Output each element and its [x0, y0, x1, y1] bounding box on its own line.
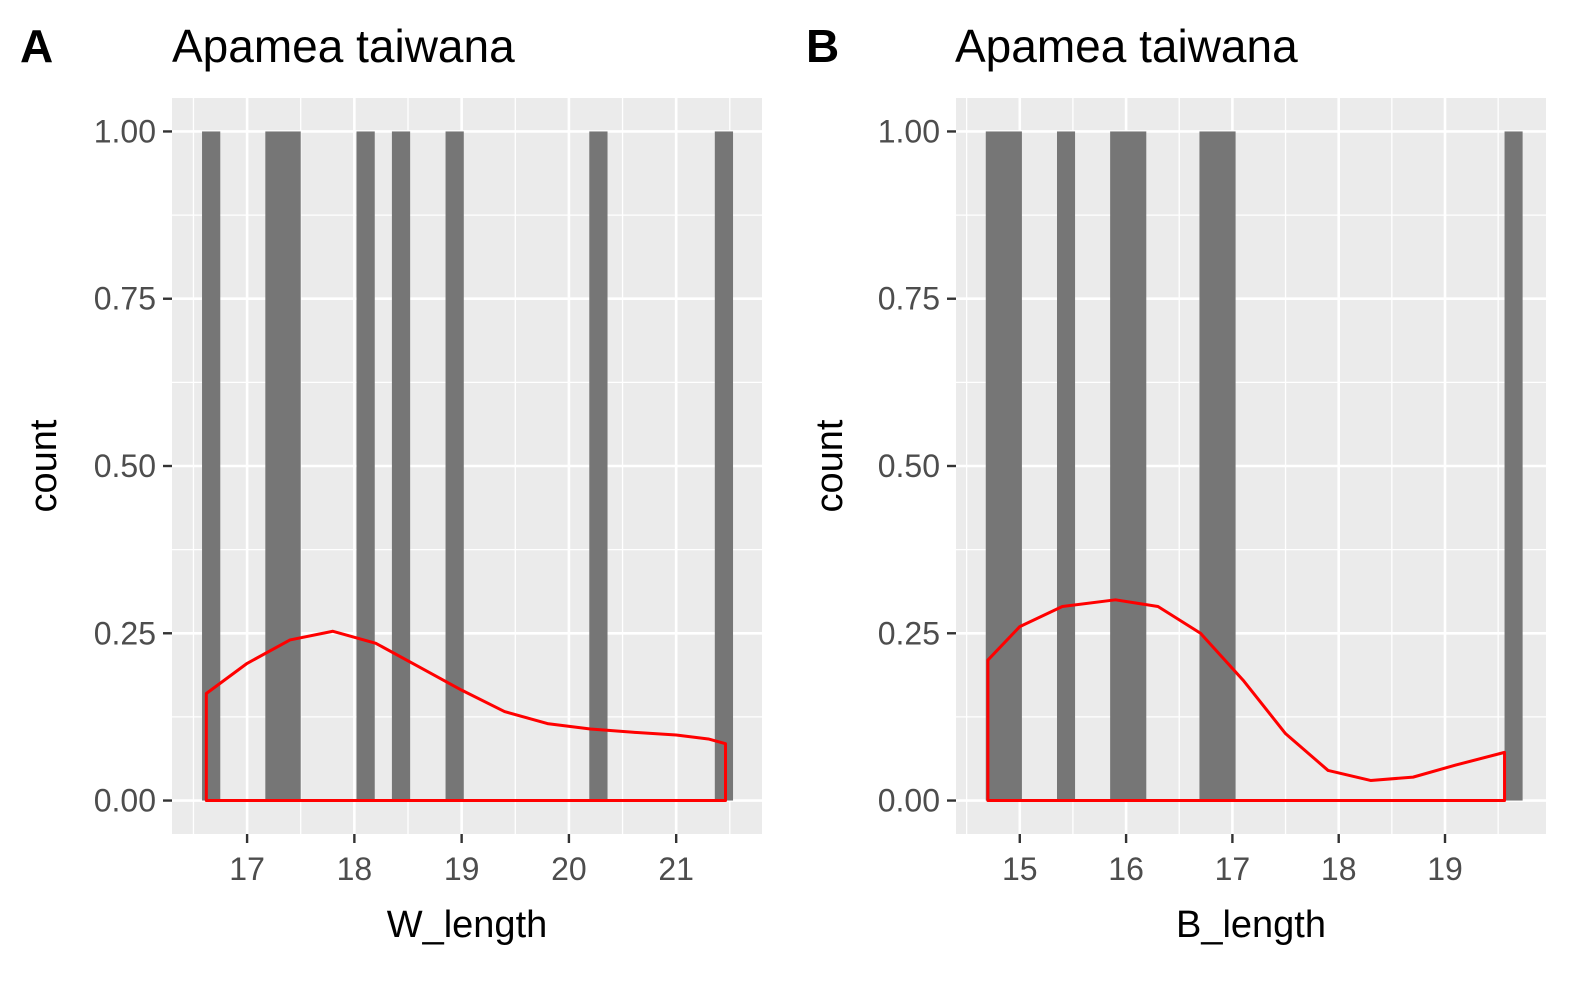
bar-2 [356, 131, 375, 801]
bar-3 [1199, 131, 1236, 801]
y-tick-label: 0.00 [878, 783, 940, 819]
panel-tag: B [806, 20, 839, 72]
bar-0 [985, 131, 1022, 801]
x-tick-label: 20 [551, 851, 587, 887]
bar-4 [445, 131, 464, 801]
y-axis-title: count [809, 419, 851, 512]
x-tick-label: 21 [658, 851, 694, 887]
x-tick-label: 15 [1002, 851, 1038, 887]
bar-2 [1110, 131, 1147, 801]
y-tick-label: 0.75 [878, 281, 940, 317]
panel-b: 0.00 0.25 0.50 0.75 1.00 15 16 17 18 19 B_length co… [806, 20, 1546, 946]
y-tick-label: 0.00 [94, 783, 156, 819]
bar-6 [714, 131, 734, 801]
bar-3 [391, 131, 411, 801]
x-tick-label: 17 [1215, 851, 1251, 887]
density-curve [204, 629, 728, 803]
panel-tag: A [20, 20, 53, 72]
panel-a: 0.00 0.25 0.50 0.75 1.00 17 18 19 20 21 W_length co… [20, 20, 762, 946]
y-axis-title: count [23, 419, 65, 512]
x-tick-label: 16 [1108, 851, 1144, 887]
y-tick-label: 0.25 [878, 615, 940, 651]
y-tick-label: 1.00 [878, 113, 940, 149]
density-curve [986, 598, 1507, 803]
y-tick-label: 0.25 [94, 615, 156, 651]
y-tick-label: 0.50 [878, 448, 940, 484]
y-tick-label: 0.50 [94, 448, 156, 484]
x-tick-label: 18 [1321, 851, 1357, 887]
bar-5 [589, 131, 608, 801]
bar-0 [202, 131, 221, 801]
x-axis-title: B_length [1176, 904, 1326, 946]
chart-title: Apamea taiwana [172, 20, 515, 72]
x-tick-label: 19 [444, 851, 480, 887]
y-tick-label: 1.00 [94, 113, 156, 149]
x-tick-label: 19 [1427, 851, 1463, 887]
chart-title: Apamea taiwana [955, 20, 1298, 72]
bar-1 [265, 131, 301, 801]
bar-4 [1504, 131, 1523, 801]
x-tick-label: 17 [229, 851, 265, 887]
bar-1 [1056, 131, 1076, 801]
x-axis-title: W_length [387, 904, 548, 946]
y-tick-label: 0.75 [94, 281, 156, 317]
x-tick-label: 18 [337, 851, 373, 887]
